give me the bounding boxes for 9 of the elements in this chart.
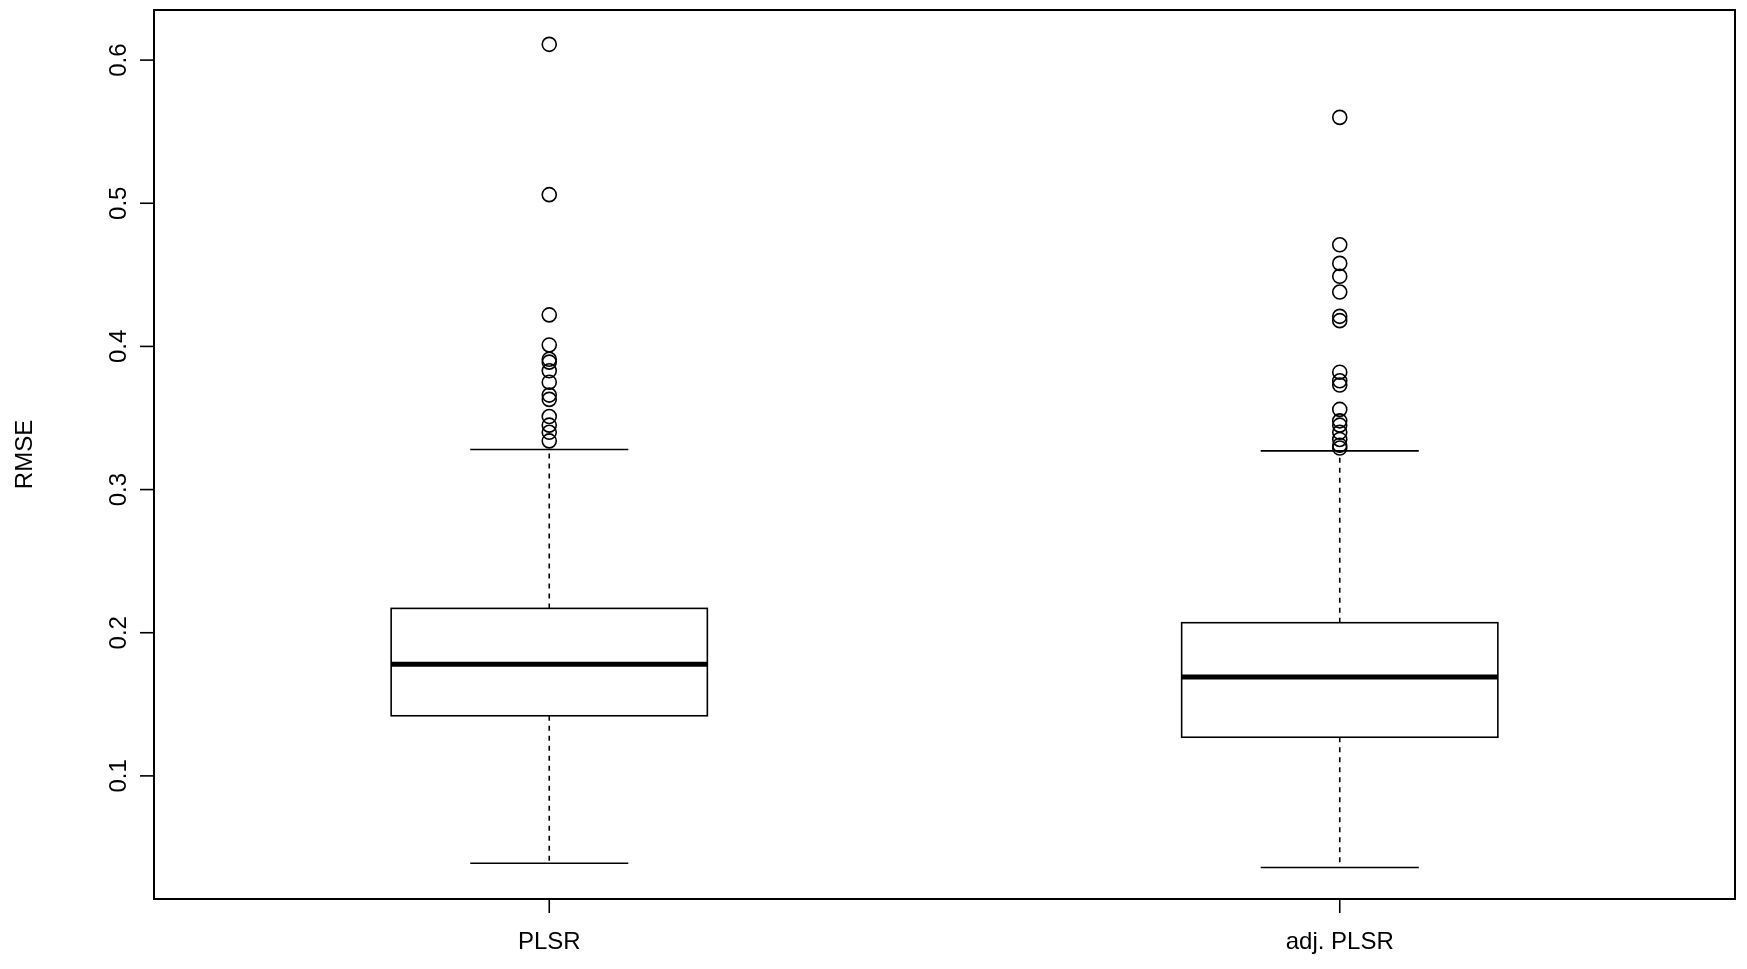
y-tick-label: 0.6 xyxy=(104,43,131,77)
x-tick-label: adj. PLSR xyxy=(1285,927,1394,954)
y-tick-label: 0.1 xyxy=(104,759,131,793)
y-tick-label: 0.3 xyxy=(104,472,131,507)
y-tick-label: 0.2 xyxy=(104,616,131,650)
y-tick-label: 0.4 xyxy=(104,329,131,364)
y-tick-label: 0.5 xyxy=(104,186,131,220)
x-tick-label: PLSR xyxy=(517,927,581,954)
y-axis-title: RMSE xyxy=(10,419,37,490)
